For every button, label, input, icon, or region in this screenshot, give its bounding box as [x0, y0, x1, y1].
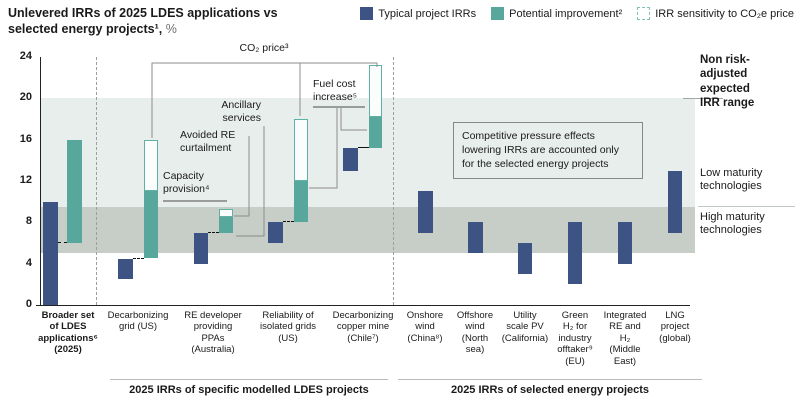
improvement-bar: [369, 116, 382, 148]
improvement-swatch-icon: [491, 7, 505, 20]
typical-irr-bar: [268, 222, 283, 243]
ancillary-services-annotation: Ancillary services: [221, 99, 261, 125]
y-axis-line: [40, 57, 41, 305]
typical-irr-bar: [343, 147, 358, 171]
bar-connector-line: [133, 257, 144, 259]
bar-connector-line: [208, 231, 219, 233]
legend-label: Typical project IRRs: [378, 7, 477, 20]
co2-sensitivity-bar: [294, 119, 308, 181]
competitive-pressure-note: Competitive pressure effects lowering IR…: [453, 122, 643, 179]
section-underline-ldes: [110, 379, 388, 380]
co2-price-annotation: CO₂ price³: [239, 42, 289, 54]
category-label: LNG project (global): [659, 310, 691, 344]
y-tick-label: 0: [25, 298, 32, 310]
legend-item-improvement: Potential improvement²: [491, 7, 622, 20]
chart-unit-label: %: [165, 22, 177, 37]
y-tick-label: 24: [19, 50, 32, 62]
typical-irr-swatch-icon: [360, 7, 374, 20]
chart-title: Unlevered IRRs of 2025 LDES applications…: [8, 5, 338, 38]
category-label: Decarbonizing copper mine (Chile⁷): [332, 310, 394, 344]
improvement-bar: [294, 181, 308, 223]
expected-irr-range-label: Non risk- adjusted expected IRR range: [700, 54, 755, 110]
low-maturity-label: Low maturity technologies: [700, 167, 763, 193]
co2-sensitivity-bar: [144, 139, 158, 192]
y-tick-label: 4: [25, 256, 32, 269]
category-label: Green H₂ for industry offtaker⁹ (EU): [557, 310, 593, 367]
typical-irr-bar: [118, 258, 133, 280]
co2-sensitivity-bar: [219, 208, 233, 218]
section-label-ldes: 2025 IRRs of specific modelled LDES proj…: [129, 384, 369, 396]
category-label: RE developer providing PPAs (Australia): [184, 310, 242, 356]
legend-item-co2-sensitivity: IRR sensitivity to CO₂e price: [637, 7, 794, 20]
improvement-bar: [144, 191, 158, 259]
co2-sensitivity-swatch-icon: [637, 7, 651, 20]
y-tick-label: 12: [19, 174, 32, 186]
category-label: Integrated RE and H₂ (Middle East): [603, 310, 647, 367]
maturity-divider-line: [698, 206, 795, 207]
chart-title-line2: selected energy projects¹, %: [8, 22, 177, 37]
avoided-curtailment-annotation: Avoided RE curtailment: [180, 129, 236, 155]
section-divider-dashed-1: [96, 57, 97, 305]
typical-irr-bar: [668, 170, 682, 233]
improvement-bar: [219, 217, 233, 233]
expected-range-marker-line: [683, 98, 723, 99]
typical-irr-bar: [418, 191, 433, 233]
typical-irr-bar: [568, 222, 582, 285]
section-label-energy: 2025 IRRs of selected energy projects: [450, 384, 650, 396]
category-label: Offshore wind (North sea): [456, 310, 494, 356]
y-tick-label: 20: [19, 91, 32, 104]
section-divider-dashed-2: [393, 57, 394, 305]
category-label: Reliability of isolated grids (US): [260, 310, 316, 344]
category-label: Decarbonizing grid (US): [107, 310, 169, 333]
category-label: Onshore wind (China⁸): [406, 310, 444, 344]
typical-irr-bar: [43, 201, 58, 305]
y-tick-label: 8: [25, 215, 32, 228]
legend-label: Potential improvement²: [509, 7, 623, 20]
legend-label: IRR sensitivity to CO₂e price: [655, 7, 794, 20]
improvement-bar: [67, 139, 82, 243]
bar-connector-line: [358, 146, 369, 148]
typical-irr-bar: [518, 243, 532, 274]
x-axis-line: [36, 305, 690, 306]
co2-sensitivity-bar: [369, 65, 382, 117]
y-tick-label: 16: [19, 132, 32, 145]
typical-irr-bar: [194, 232, 208, 264]
bar-connector-line: [58, 242, 67, 243]
high-maturity-label: High maturity technologies: [700, 211, 765, 237]
chart-legend: Typical project IRRs Potential improveme…: [360, 7, 794, 20]
capacity-provision-annotation: Capacity provision⁴: [163, 170, 210, 196]
category-label: Utility scale PV (California): [501, 310, 549, 344]
typical-irr-bar: [618, 222, 632, 264]
chart-title-line1: Unlevered IRRs of 2025 LDES applications…: [8, 6, 278, 20]
section-underline-energy: [398, 379, 702, 380]
fuel-cost-annotation: Fuel cost increase⁵: [313, 78, 358, 104]
typical-irr-bar: [468, 222, 483, 254]
bar-connector-line: [283, 221, 294, 223]
legend-item-typical: Typical project IRRs: [360, 7, 476, 20]
category-label: Broader set of LDES applications⁶ (2025): [38, 310, 98, 356]
